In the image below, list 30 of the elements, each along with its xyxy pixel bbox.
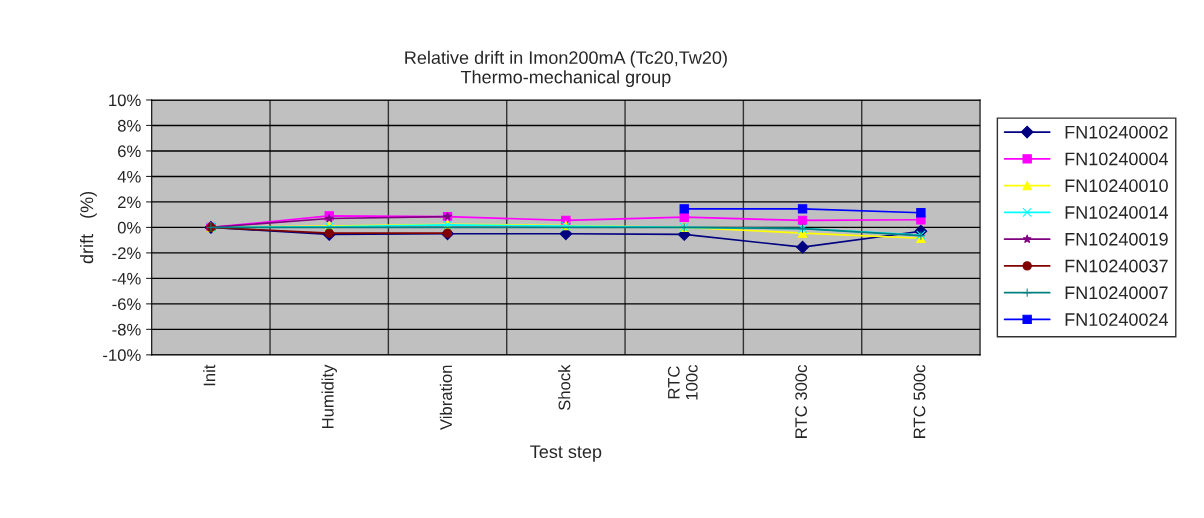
chart-subtitle: Thermo-mechanical group (460, 70, 671, 88)
x-tick-label: Vibration (439, 365, 453, 430)
y-tick-label: 8% (117, 119, 141, 132)
x-tick-label: RTC 100c (667, 364, 698, 400)
legend-label: FN10240010 (1065, 179, 1168, 193)
legend-label: FN10240007 (1065, 286, 1168, 300)
y-tick-label: 6% (118, 145, 141, 158)
y-tick-label: -8% (112, 323, 141, 336)
y-tick-label: -6% (112, 298, 141, 311)
y-tick-label: -10% (103, 349, 141, 362)
x-axis-title: Test step (530, 445, 602, 462)
y-tick-label: -4% (112, 272, 141, 285)
chart-title: Relative drift in Imon200mA (Tc20,Tw20) (405, 50, 727, 68)
legend-label: FN10240014 (1065, 206, 1169, 219)
x-tick-label: Init (203, 364, 216, 386)
legend-label: FN10240002 (1065, 125, 1168, 139)
x-tick-label: RTC 300c (795, 364, 808, 438)
legend-label: FN10240004 (1065, 152, 1169, 166)
legend-label: FN10240024 (1065, 313, 1169, 326)
y-axis-title: drift (%) (79, 191, 97, 264)
y-tick-label: 10% (109, 94, 141, 107)
y-tick-label: 0% (117, 221, 141, 234)
x-tick-label: Shock (558, 364, 571, 411)
x-tick-label: RTC 500c (913, 364, 926, 438)
legend-label: FN10240019 (1065, 232, 1168, 246)
y-tick-label: 4% (117, 170, 141, 183)
y-tick-label: -2% (112, 247, 141, 260)
y-tick-label: 2% (118, 196, 141, 209)
x-tick-label: Humidity (321, 364, 337, 429)
legend-label: FN10240037 (1065, 259, 1168, 273)
